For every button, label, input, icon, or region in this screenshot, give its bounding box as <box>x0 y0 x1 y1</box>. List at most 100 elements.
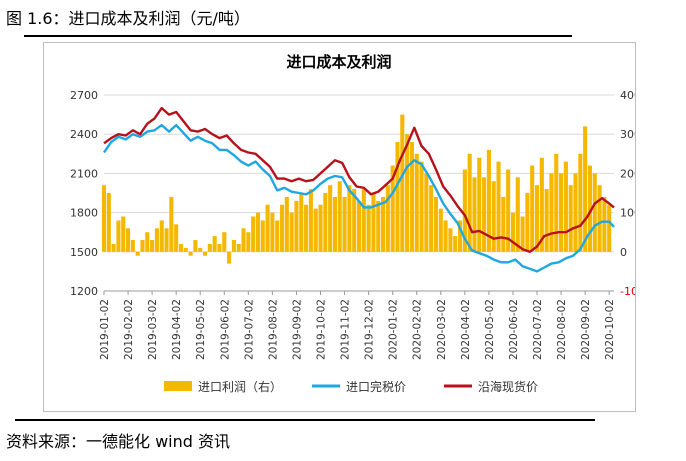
profit-bar <box>467 153 472 252</box>
profit-bar <box>164 228 169 252</box>
profit-bar <box>578 153 583 252</box>
profit-bar <box>356 200 362 252</box>
profit-bar <box>275 220 280 252</box>
profit-bar <box>534 185 540 252</box>
profit-bar <box>457 220 463 252</box>
profit-bar <box>227 251 232 264</box>
profit-bar <box>207 243 212 252</box>
profit-bar <box>486 149 491 252</box>
axes: 1200 1500 1800 2100 2400 2700 -100 0 100 200 300 40… <box>70 89 645 360</box>
profit-bar <box>135 251 140 256</box>
profit-bar <box>347 185 352 252</box>
profit-bar <box>525 193 530 252</box>
profit-bar <box>424 173 429 252</box>
right-tick-label: 200 <box>620 167 635 180</box>
legend-profit-swatch <box>164 381 192 391</box>
right-tick-label: -100 <box>620 285 635 298</box>
profit-bar <box>265 204 270 252</box>
profit-bar <box>554 153 559 252</box>
profit-bar <box>304 204 309 252</box>
profit-bar <box>294 200 299 252</box>
profit-bar <box>174 224 179 252</box>
x-tick-label: 2020-07-02 <box>532 299 544 360</box>
profit-bar <box>559 173 564 252</box>
profit-bar <box>169 196 174 252</box>
profit-bar <box>448 228 453 252</box>
profit-bar <box>178 243 184 252</box>
chart-frame: 进口成本及利润 1200 1500 1800 2100 2400 2700 -100 0 100… <box>43 42 645 412</box>
profit-bar <box>405 134 410 252</box>
profit-bar <box>188 251 193 256</box>
profit-bar <box>246 232 251 252</box>
profit-bar <box>443 220 448 252</box>
profit-bar <box>381 196 386 252</box>
profit-bar <box>231 240 236 252</box>
profit-bar <box>390 165 395 252</box>
profit-bar <box>284 196 289 252</box>
x-tick-label: 2019-07-02 <box>243 299 255 360</box>
profit-bar <box>568 185 573 252</box>
profit-bar <box>289 212 294 252</box>
left-tick-label: 2400 <box>70 128 98 141</box>
top-rule <box>24 35 572 37</box>
profit-bar <box>236 243 241 252</box>
x-tick-label: 2020-08-02 <box>556 299 568 360</box>
profit-bar <box>337 181 342 252</box>
profit-bar <box>530 165 535 252</box>
profit-bar <box>510 212 516 252</box>
profit-bar <box>573 173 578 252</box>
x-tick-label: 2019-12-02 <box>364 299 376 360</box>
profit-bar <box>342 196 347 252</box>
profit-bar <box>111 243 116 252</box>
profit-bar <box>352 189 357 252</box>
profit-bar <box>183 247 188 252</box>
x-tick-label: 2019-06-02 <box>219 299 231 360</box>
price-lines <box>103 106 615 273</box>
profit-bar <box>376 200 381 252</box>
chart-svg: 进口成本及利润 1200 1500 1800 2100 2400 2700 -100 0 100… <box>70 53 645 394</box>
right-tick-label: 400 <box>620 89 635 102</box>
profit-bar <box>193 240 198 252</box>
x-tick-label: 2019-05-02 <box>195 299 207 360</box>
x-tick-label: 2020-05-02 <box>484 299 496 360</box>
x-tick-label: 2019-11-02 <box>340 299 352 360</box>
profit-bar <box>241 228 246 252</box>
profit-bar <box>371 193 376 252</box>
profit-bar <box>520 216 525 252</box>
profit-bar <box>501 196 506 252</box>
profit-bar <box>491 181 496 252</box>
profit-bar <box>433 196 439 252</box>
profit-bar <box>453 236 458 252</box>
profit-bar <box>198 247 203 252</box>
profit-bar <box>366 204 371 252</box>
profit-bar <box>385 185 390 252</box>
profit-bar <box>299 193 304 252</box>
figure-title: 图 1.6：进口成本及利润（元/吨） <box>6 9 250 28</box>
profit-bar <box>597 185 602 252</box>
profit-bar <box>270 212 275 252</box>
profit-bar <box>126 228 131 252</box>
x-tick-label: 2019-02-02 <box>123 299 135 360</box>
profit-bar <box>154 228 159 252</box>
x-tick-label: 2020-04-02 <box>460 299 472 360</box>
profit-bar <box>106 193 111 252</box>
x-tick-label: 2020-09-02 <box>580 299 592 360</box>
profit-bar <box>395 142 400 252</box>
profit-bar <box>101 185 107 252</box>
profit-bar <box>145 232 150 252</box>
profit-bar <box>587 165 592 252</box>
profit-bar <box>496 161 501 252</box>
profit-bar <box>472 177 477 252</box>
profit-bar <box>414 153 419 252</box>
x-tick-label: 2019-03-02 <box>147 299 159 360</box>
x-tick-label: 2020-03-02 <box>436 299 448 360</box>
x-tick-label: 2019-10-02 <box>316 299 328 360</box>
left-tick-label: 2100 <box>70 167 98 180</box>
profit-bar <box>477 157 482 252</box>
profit-bar <box>279 204 285 252</box>
profit-bar <box>217 243 222 252</box>
profit-bar <box>255 212 261 252</box>
profit-bar <box>539 157 544 252</box>
profit-bar <box>361 189 366 252</box>
profit-bar <box>222 232 227 252</box>
